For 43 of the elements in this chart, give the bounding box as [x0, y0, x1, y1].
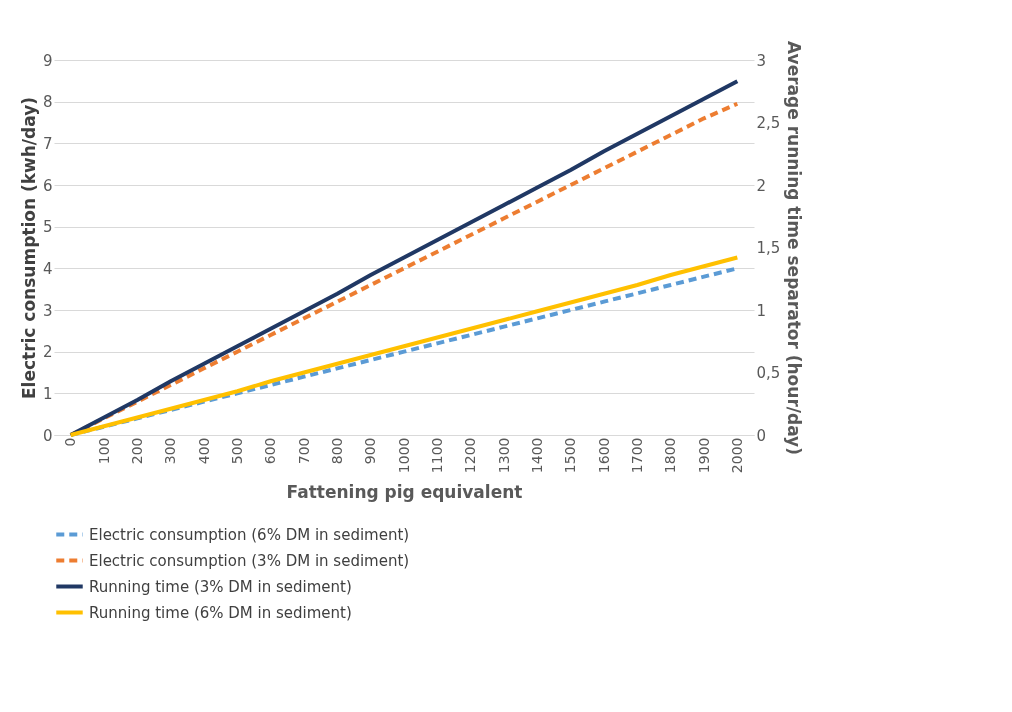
x-tick-label: 1900 [695, 437, 712, 474]
x-tick-label: 300 [162, 437, 179, 465]
x-axis-title: Fattening pig equivalent [286, 482, 523, 503]
x-tick-label: 0 [62, 437, 79, 447]
x-tick-label: 100 [95, 437, 112, 465]
x-tick-label: 1100 [428, 437, 445, 474]
y-tick-label: 7 [42, 134, 53, 153]
y2-tick-label: 1 [756, 301, 767, 320]
y-tick-label: 4 [42, 259, 53, 278]
x-tick-label: 800 [328, 437, 345, 465]
y-tick-label: 8 [42, 93, 53, 112]
x-tick-label: 1500 [562, 437, 579, 474]
legend-label: Running time (6% DM in sediment) [89, 603, 352, 622]
x-tick-label: 1700 [628, 437, 645, 474]
legend-label: Electric consumption (3% DM in sediment) [89, 551, 410, 570]
legend-label: Electric consumption (6% DM in sediment) [89, 525, 410, 544]
y-tick-label: 9 [42, 51, 53, 70]
x-tick-label: 400 [195, 437, 212, 465]
y-axis-title: Electric consumption (kwh/day) [18, 96, 39, 400]
y2-tick-label: 2,5 [756, 114, 781, 132]
x-tick-label: 2000 [728, 437, 745, 474]
x-tick-label: 1000 [395, 437, 412, 474]
x-tick-label: 1600 [595, 437, 612, 474]
y2-tick-label: 3 [756, 51, 767, 70]
x-tick-label: 200 [128, 437, 145, 465]
y2-tick-label: 2 [756, 176, 767, 195]
y-tick-label: 6 [42, 176, 53, 195]
x-tick-label: 700 [295, 437, 312, 465]
y-tick-label: 1 [42, 384, 53, 403]
legend-label: Running time (3% DM in sediment) [89, 577, 352, 596]
y2-axis-title: Average running time separator (hour/day) [784, 41, 805, 455]
x-tick-label: 1200 [462, 437, 479, 474]
y-tick-label: 3 [42, 301, 53, 320]
y2-tick-label: 0,5 [756, 364, 781, 382]
x-tick-label: 600 [262, 437, 279, 465]
x-tick-label: 1400 [528, 437, 545, 474]
x-tick-label: 900 [362, 437, 379, 465]
x-tick-label: 1800 [662, 437, 679, 474]
y2-tick-label: 1,5 [756, 239, 781, 257]
x-tick-label: 500 [228, 437, 245, 465]
y-tick-label: 5 [42, 218, 53, 237]
x-tick-label: 1300 [495, 437, 512, 474]
y-tick-label: 2 [42, 343, 53, 362]
